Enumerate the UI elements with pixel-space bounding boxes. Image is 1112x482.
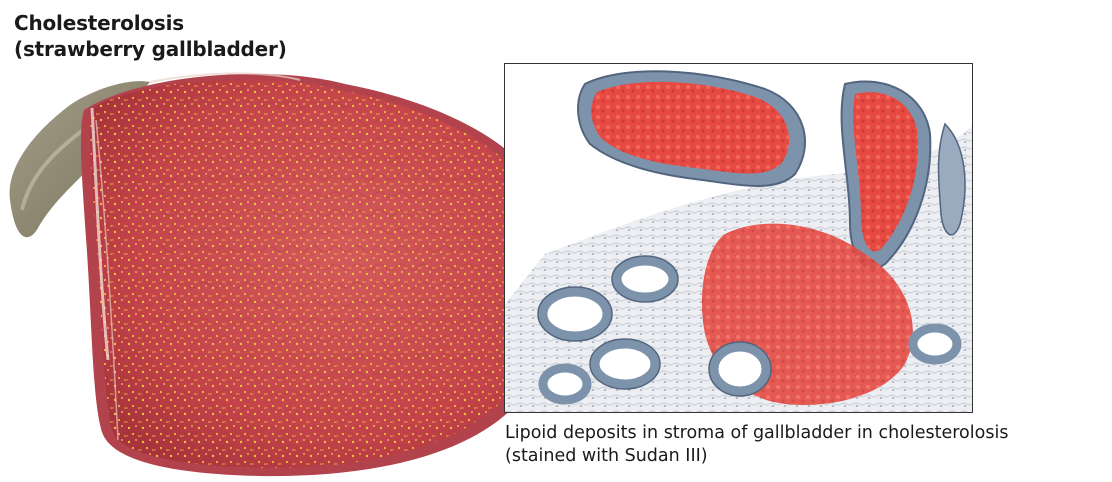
caption-line-1: Lipoid deposits in stroma of gallbladder… (505, 423, 1009, 443)
title-line-1: Cholesterolosis (14, 11, 184, 35)
caption-line-2: (stained with Sudan III) (505, 446, 708, 466)
title-line-2: (strawberry gallbladder) (14, 37, 287, 61)
histology-caption: Lipoid deposits in stroma of gallbladder… (505, 422, 1008, 468)
figure-title: Cholesterolosis (strawberry gallbladder) (14, 10, 287, 62)
histology-panel (504, 63, 973, 413)
gallbladder-illustration (0, 60, 570, 478)
